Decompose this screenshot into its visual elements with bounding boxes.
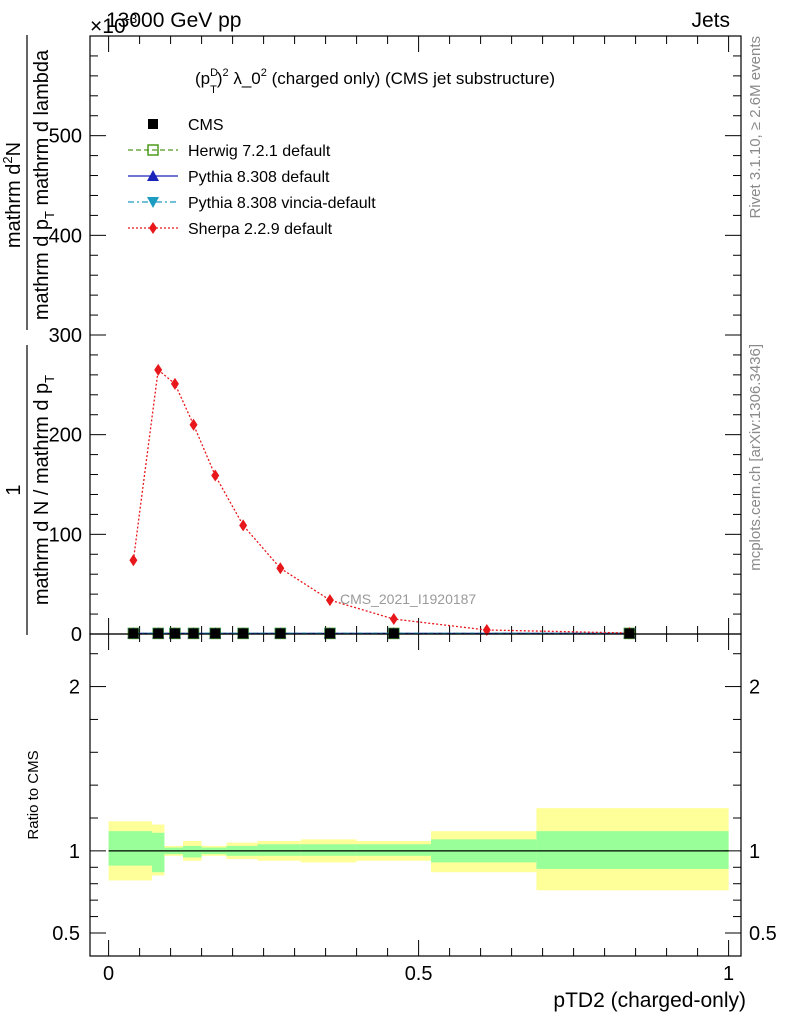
ratio-y-tick-label: 0.5 (52, 923, 80, 945)
y-label-numerator: 1 (3, 484, 25, 495)
legend-label: Pythia 8.308 vincia-default (188, 195, 376, 212)
mcplots-label: mcplots.cern.ch [arXiv:1306.3436] (747, 344, 764, 571)
ratio-y-tick-label-right: 0.5 (749, 923, 777, 945)
energy-label: 13000 GeV pp (106, 9, 241, 32)
data-point (129, 554, 137, 566)
legend-marker (148, 119, 158, 129)
legend-label: Herwig 7.2.1 default (188, 143, 331, 160)
plot-title: (pD T)2 λ_02 (charged only) (CMS jet subs… (195, 67, 555, 96)
x-tick-label: 1 (723, 963, 734, 985)
main-y-tick-label: 100 (49, 524, 82, 546)
ratio-stat-band (152, 833, 164, 872)
data-point (171, 378, 179, 390)
chart-figure: ×10-3 13000 GeV pp Jets Rivet 3.1.10, ≥ … (0, 0, 786, 1024)
ratio-stat-band (357, 844, 431, 856)
ratio-stat-band (257, 844, 300, 856)
main-y-tick-label: 300 (49, 325, 82, 347)
ratio-bands (109, 808, 729, 890)
ratio-y-axis-label: Ratio to CMS (25, 750, 42, 839)
main-y-tick-label: 200 (49, 425, 82, 447)
data-point (154, 364, 162, 376)
main-y-tick-label: 500 (49, 126, 82, 148)
y-label-right-numerator: mathrm d2N (0, 142, 25, 248)
data-point (276, 562, 284, 574)
data-point (211, 470, 219, 482)
ratio-y-tick-label: 1 (69, 841, 80, 863)
ratio-y-tick-label-right: 1 (749, 841, 760, 863)
x-axis-label: pTD2 (charged-only) (553, 989, 746, 1012)
data-point (326, 594, 334, 606)
legend: CMS Herwig 7.2.1 default Pythia 8.308 defa… (128, 117, 376, 238)
data-point (390, 613, 398, 625)
process-label: Jets (691, 9, 730, 32)
legend-label: Sherpa 2.2.9 default (188, 221, 333, 238)
main-y-tick-label: 400 (49, 225, 82, 247)
x-tick-label: 0.5 (405, 963, 433, 985)
y-label-right-denominator: mathrm d pT mathrm d lambda (31, 49, 57, 320)
data-point (190, 419, 198, 431)
analysis-watermark: CMS_2021_I1920187 (340, 591, 476, 607)
main-y-tick-label: 0 (71, 624, 82, 646)
x-tick-label: 0 (103, 963, 114, 985)
ratio-stat-band (536, 831, 728, 869)
ratio-plot-frame (90, 634, 741, 956)
ratio-stat-band (109, 831, 152, 866)
rivet-label: Rivet 3.1.10, ≥ 2.6M events (747, 36, 764, 219)
ratio-y-tick-label: 2 (69, 677, 80, 699)
legend-label: Pythia 8.308 default (188, 169, 330, 186)
ratio-y-tick-label-right: 2 (749, 677, 760, 699)
legend-label: CMS (188, 117, 224, 134)
ratio-y-axis: 0.5 0.5 1 1 2 2 (52, 654, 777, 945)
legend-marker (149, 222, 157, 234)
ratio-stat-band (183, 846, 202, 858)
ratio-stat-band (301, 844, 357, 856)
y-label-denominator: mathrm d N / mathrm d pT (31, 375, 57, 605)
